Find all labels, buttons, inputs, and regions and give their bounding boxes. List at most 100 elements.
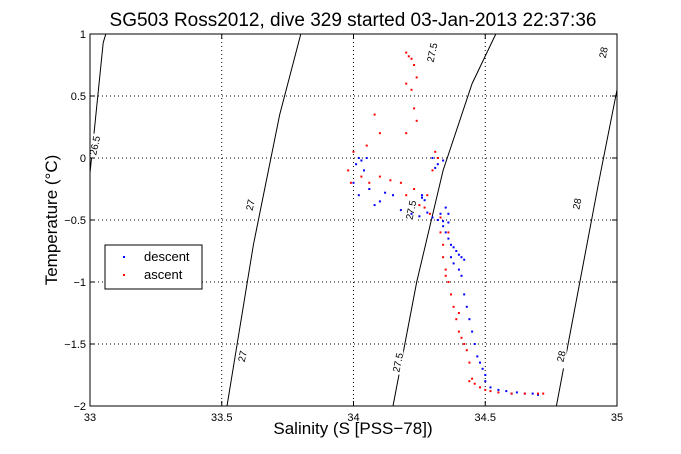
ascent-point: [413, 64, 416, 66]
descent-point: [468, 318, 471, 321]
descent-point: [457, 253, 460, 256]
ascent-point: [436, 157, 439, 159]
ascent-point: [484, 388, 487, 391]
descent-point: [410, 212, 413, 215]
x-tick-label: 33.5: [211, 412, 232, 424]
descent-point: [423, 199, 426, 202]
descent-point: [355, 163, 358, 166]
descent-point: [452, 246, 455, 249]
ascent-point: [410, 57, 413, 60]
contour-label: 28: [556, 349, 569, 363]
ascent-point: [378, 175, 381, 178]
chart-title: SG503 Ross2012, dive 329 started 03-Jan-…: [110, 10, 597, 31]
ascent-point: [479, 386, 481, 389]
descent-point: [471, 330, 474, 333]
descent-point: [489, 386, 492, 389]
contour-label-bg: [237, 344, 248, 369]
ascent-point: [442, 256, 445, 259]
legend-label-ascent: ascent: [144, 267, 183, 282]
descent-point: [505, 390, 508, 393]
ascent-point: [455, 318, 458, 321]
legend-marker-descent: [123, 256, 125, 258]
descent-point: [360, 159, 363, 162]
x-axis-label: Salinity (S [PSS−78]): [273, 419, 432, 438]
y-axis-label: Temperature (°C): [42, 155, 61, 286]
ascent-point: [368, 181, 371, 184]
contour-label: 27.5: [405, 199, 420, 221]
contour-label-bg: [245, 193, 256, 218]
descent-point: [447, 221, 450, 224]
contour-label: 27: [245, 198, 258, 212]
descent-point: [373, 204, 376, 207]
descent-point: [465, 305, 468, 308]
descent-point: [357, 194, 360, 197]
ascent-point: [497, 391, 500, 394]
contour-label: 26.5: [88, 135, 103, 157]
ascent-point: [413, 107, 416, 110]
descent-point: [365, 157, 368, 159]
descent-point: [455, 250, 458, 252]
descent-point: [436, 163, 439, 166]
descent-point: [363, 169, 365, 172]
descent-point: [497, 388, 500, 391]
descent-point: [368, 188, 371, 190]
descent-point: [476, 355, 479, 358]
x-axis: 33 33.5 34 34.5 35: [84, 34, 623, 424]
ascent-point: [473, 382, 476, 385]
contour-label: 27.5: [391, 352, 406, 374]
ascent-point: [444, 268, 447, 271]
descent-point: [444, 231, 447, 234]
descent-point: [484, 374, 487, 376]
ascent-point: [405, 82, 408, 85]
density-contour-26.5: [89, 33, 107, 173]
ascent-point: [465, 349, 468, 352]
density-contour-27: [226, 33, 302, 407]
descent-point: [537, 393, 539, 396]
y-axis: −2 −1.5 −1 −0.5 0 0.5 1: [64, 29, 617, 413]
descent-point: [450, 256, 452, 259]
descent-point: [442, 159, 445, 162]
contour-label: 27: [237, 349, 250, 363]
legend-marker-ascent: [123, 274, 125, 276]
contour-label-bg: [598, 40, 609, 65]
legend-label-descent: descent: [144, 249, 190, 264]
ascent-point: [389, 179, 392, 182]
ascent-point: [407, 55, 410, 58]
contour-label-bg: [572, 191, 583, 216]
density-contour-27.5: [392, 33, 497, 407]
legend: descent ascent: [104, 244, 203, 290]
ascent-point: [405, 51, 408, 54]
ascent-point: [439, 231, 442, 234]
descent-point: [452, 262, 455, 265]
data-points: [347, 51, 545, 396]
contour-label-bg: [393, 350, 404, 375]
contour-label: 28: [571, 197, 584, 211]
ascent-point: [457, 330, 460, 333]
ascent-point: [452, 305, 455, 308]
descent-point: [442, 225, 445, 228]
ascent-point: [468, 380, 471, 383]
legend-box: [104, 244, 203, 290]
x-tick-label: 34: [347, 412, 359, 424]
descent-point: [457, 268, 460, 271]
descent-point: [463, 293, 466, 296]
descent-point: [357, 157, 360, 159]
ascent-point: [457, 312, 460, 314]
ascent-point: [373, 113, 376, 116]
descent-point: [463, 258, 466, 261]
ascent-point: [415, 119, 418, 122]
descent-point: [399, 209, 402, 212]
y-tick-label: −2: [73, 401, 86, 413]
descent-point: [434, 166, 437, 169]
descent-point: [392, 194, 394, 197]
descent-point: [378, 200, 381, 203]
descent-point: [352, 181, 355, 184]
ascent-point: [426, 194, 429, 197]
ascent-point: [405, 132, 408, 135]
ascent-point: [447, 281, 450, 283]
descent-point: [418, 215, 421, 218]
contour-label: 28: [598, 46, 611, 60]
contour-label-bg: [556, 344, 567, 369]
y-tick-label: 1: [80, 29, 86, 41]
